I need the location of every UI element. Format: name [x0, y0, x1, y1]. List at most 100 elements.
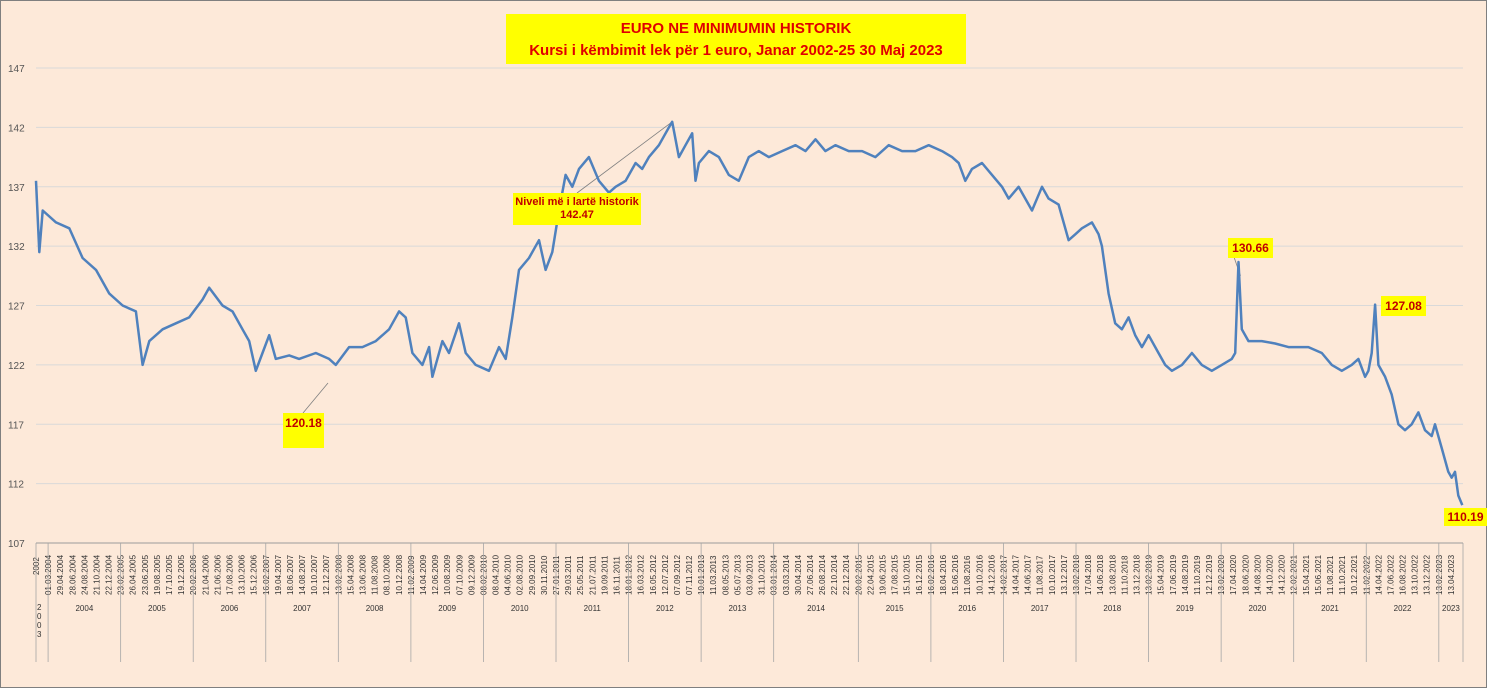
x-tick-label: 21.04.2006	[201, 554, 210, 595]
x-tick-label: 02.08.2010	[516, 554, 525, 595]
x-tick-label: 22.10.2014	[830, 554, 839, 595]
x-tick-label: 12.07.2012	[661, 554, 670, 595]
x-tick-label: 14.02.2017	[999, 554, 1008, 595]
x-tick-label: 19.08.2005	[153, 554, 162, 595]
x-tick-label: 18.06.2020	[1241, 554, 1250, 595]
x-tick-label: 13.12.2018	[1132, 554, 1141, 595]
x-year-label: 2014	[807, 604, 825, 613]
x-tick-label: 30.04.2014	[794, 554, 803, 595]
x-tick-label: 19.09.2011	[600, 555, 609, 595]
x-year-label: 2020	[1249, 604, 1267, 613]
x-tick-label: 26.08.2014	[818, 554, 827, 595]
x-tick-label: 14.08.2020	[1253, 554, 1262, 595]
x-tick-label: 13.12.2022	[1423, 554, 1432, 595]
x-tick-label: 14.10.2020	[1266, 554, 1275, 595]
annotation-peak-2022: 127.08	[1381, 296, 1426, 316]
x-tick-label: 27.06.2014	[806, 554, 815, 595]
x-tick-label: 16.05.2012	[649, 554, 658, 595]
x-tick-label: 13.08.2018	[1108, 554, 1117, 595]
y-tick-label: 137	[8, 183, 25, 194]
x-tick-label: 29.03.2011	[564, 555, 573, 595]
x-tick-label: 03.03.2014	[782, 554, 791, 595]
y-tick-label: 117	[8, 420, 24, 431]
x-tick-label: 04.06.2010	[504, 554, 513, 595]
annotation-max: Niveli më i lartë historik 142.47	[513, 193, 641, 225]
x-tick-label: 18.06.2007	[286, 554, 295, 595]
x-tick-label: 16.03.2012	[637, 554, 646, 595]
x-tick-label: 12.12.2007	[322, 554, 331, 595]
chart-subtitle: Kursi i këmbimit lek për 1 euro, Janar 2…	[529, 42, 943, 59]
x-tick-label: 10.01.2013	[697, 554, 706, 595]
x-tick-label: 14.04.2017	[1012, 554, 1021, 595]
x-tick-label: 16.08.2022	[1399, 554, 1408, 595]
x-tick-label: 28.06.2004	[68, 554, 77, 595]
annotation-peak-2020: 130.66	[1228, 238, 1273, 258]
x-tick-label: 12.06.2009	[431, 554, 440, 595]
x-tick-label: 11.02.2022	[1362, 555, 1371, 595]
x-year-label: 2006	[221, 604, 239, 613]
x-tick-label: 03.01.2014	[770, 554, 779, 595]
x-tick-label: 10.10.2016	[975, 554, 984, 595]
x-tick-label: 08.10.2008	[383, 554, 392, 595]
x-tick-label: 19.06.2015	[879, 554, 888, 595]
y-tick-label: 107	[8, 539, 25, 550]
x-tick-label: 07.10.2009	[455, 554, 464, 595]
x-year-label: 2008	[366, 604, 384, 613]
chart-title-box: EURO NE MINIMUMIN HISTORIK Kursi i këmbi…	[506, 14, 966, 64]
x-tick-label: 18.04.2016	[939, 554, 948, 595]
x-year-label: 2019	[1176, 604, 1194, 613]
x-tick-label: 31.10.2013	[758, 554, 767, 595]
x-tick-label: 17.08.2006	[225, 554, 234, 595]
x-tick-label: 13.10.2006	[238, 554, 247, 595]
annotation-leader	[576, 121, 673, 194]
x-tick-label: 17.06.2022	[1386, 554, 1395, 595]
x-tick-label: 05.07.2013	[733, 554, 742, 595]
x-tick-label: 21.06.2006	[213, 554, 222, 595]
x-tick-label: 16.12.2015	[915, 554, 924, 595]
y-tick-label: 147	[8, 64, 25, 75]
x-tick-label: 14.08.2019	[1181, 554, 1190, 595]
x-tick-label: 13.02.2020	[1217, 554, 1226, 595]
x-tick-label: 22.04.2015	[866, 554, 875, 595]
x-year-label: 2021	[1321, 604, 1339, 613]
annotation-last-value: 110.19	[1444, 508, 1487, 526]
x-tick-label: 01.03.2004	[44, 554, 53, 595]
x-tick-label: 18.01.2012	[625, 554, 634, 595]
x-tick-label: 11.03.2013	[709, 555, 718, 595]
x-tick-label: 08.04.2010	[492, 554, 501, 595]
x-year-label: 2023	[1442, 604, 1460, 613]
x-tick-label: 15.04.2021	[1302, 554, 1311, 595]
annotation-max-value: 142.47	[560, 209, 594, 221]
x-tick-label: 13.02.2019	[1145, 554, 1154, 595]
x-tick-label: 15.06.2016	[951, 554, 960, 595]
annotation-leader	[302, 382, 329, 414]
x-tick-label: 24.08.2004	[80, 554, 89, 595]
x-tick-label: 11.10.2021	[1338, 555, 1347, 595]
x-tick-label: 15.06.2021	[1314, 554, 1323, 595]
x-tick-label: 12.12.2019	[1205, 554, 1214, 595]
x-tick-label: 15.10.2015	[903, 554, 912, 595]
x-tick-label: 11.10.2019	[1193, 555, 1202, 595]
x-tick-label: 13.02.2018	[1072, 554, 1081, 595]
x-year-label: 2016	[958, 604, 976, 613]
x-tick-label: 20.02.2015	[854, 554, 863, 595]
x-tick-label: 20.02.2006	[189, 554, 198, 595]
x-tick-label: 13.12.2017	[1060, 554, 1069, 595]
x-year-label: 2010	[511, 604, 529, 613]
x-tick-label: 21.07.2011	[588, 555, 597, 595]
x-tick-label: 08.02.2010	[479, 554, 488, 595]
x-year-label: 2012	[656, 604, 674, 613]
x-tick-label: 16.02.2007	[262, 554, 271, 595]
x-tick-label: 13.02.2023	[1435, 554, 1444, 595]
x-tick-label: 16.02.2016	[927, 554, 936, 595]
x-tick-label: 10.10.2017	[1048, 554, 1057, 595]
annotation-max-label: Niveli më i lartë historik	[515, 196, 639, 208]
x-tick-label: 09.12.2009	[467, 554, 476, 595]
x-tick-label: 15.04.2008	[346, 554, 355, 595]
x-tick-label: 15.04.2019	[1157, 554, 1166, 595]
x-tick-label: 17.08.2015	[891, 554, 900, 595]
x-tick-label: 22.12.2014	[842, 554, 851, 595]
x-tick-label: 19.12.2005	[177, 554, 186, 595]
y-tick-label: 132	[8, 242, 25, 253]
